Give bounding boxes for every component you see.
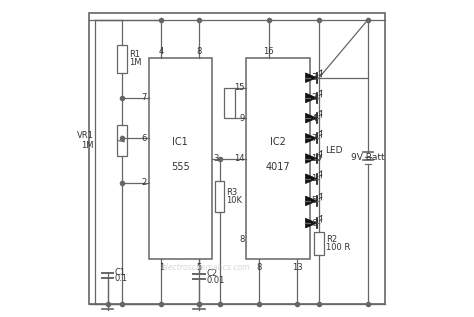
Text: 3: 3 bbox=[213, 154, 219, 163]
Text: R3: R3 bbox=[227, 188, 238, 197]
Text: 8: 8 bbox=[256, 263, 262, 272]
Text: 14: 14 bbox=[234, 154, 245, 163]
Text: 10: 10 bbox=[311, 154, 322, 163]
Bar bbox=[215, 181, 224, 212]
Text: 5: 5 bbox=[311, 197, 317, 205]
Text: 9: 9 bbox=[240, 113, 245, 123]
Text: 1M: 1M bbox=[81, 140, 93, 150]
Text: 9V Batt: 9V Batt bbox=[351, 153, 384, 162]
Text: 2: 2 bbox=[311, 94, 317, 102]
Polygon shape bbox=[305, 174, 317, 184]
Text: 4017: 4017 bbox=[266, 162, 291, 171]
Text: 1: 1 bbox=[159, 263, 164, 272]
Text: IC1: IC1 bbox=[173, 137, 188, 147]
Text: 0.1: 0.1 bbox=[115, 274, 128, 283]
Text: IC2: IC2 bbox=[270, 137, 286, 147]
Text: C2: C2 bbox=[206, 269, 217, 278]
Polygon shape bbox=[305, 218, 317, 228]
Text: 13: 13 bbox=[292, 263, 302, 272]
Text: C1: C1 bbox=[115, 268, 126, 277]
Text: 100 R: 100 R bbox=[326, 243, 350, 252]
Text: 3: 3 bbox=[311, 73, 317, 82]
Bar bbox=[224, 88, 235, 118]
Polygon shape bbox=[305, 93, 317, 103]
Text: 5: 5 bbox=[197, 263, 202, 272]
Text: 0.01: 0.01 bbox=[206, 275, 225, 285]
Polygon shape bbox=[305, 154, 317, 163]
Text: 7: 7 bbox=[311, 134, 317, 143]
Text: 15: 15 bbox=[234, 83, 245, 92]
Bar bbox=[117, 45, 127, 73]
Bar bbox=[246, 57, 310, 260]
Text: R2: R2 bbox=[326, 235, 337, 244]
Text: 6: 6 bbox=[311, 219, 317, 228]
Polygon shape bbox=[305, 196, 317, 206]
Text: 16: 16 bbox=[263, 47, 274, 56]
Polygon shape bbox=[305, 73, 317, 82]
Text: 8: 8 bbox=[239, 235, 245, 244]
Text: 2: 2 bbox=[142, 178, 147, 187]
Text: 7: 7 bbox=[142, 94, 147, 102]
Text: 6: 6 bbox=[142, 134, 147, 143]
Text: 1M: 1M bbox=[129, 58, 141, 67]
Bar bbox=[117, 125, 127, 156]
Bar bbox=[314, 232, 324, 256]
Polygon shape bbox=[305, 113, 317, 123]
Polygon shape bbox=[305, 133, 317, 143]
Text: 555: 555 bbox=[171, 162, 190, 171]
Text: electroschematics.com: electroschematics.com bbox=[161, 263, 250, 272]
Text: LED: LED bbox=[325, 146, 342, 155]
Text: R1: R1 bbox=[129, 50, 140, 60]
Bar bbox=[149, 57, 212, 260]
Text: 8: 8 bbox=[196, 47, 202, 56]
Text: VR1: VR1 bbox=[76, 131, 93, 140]
Text: 4: 4 bbox=[159, 47, 164, 56]
Text: 1: 1 bbox=[311, 174, 317, 183]
Text: 10K: 10K bbox=[227, 196, 243, 205]
Text: 4: 4 bbox=[311, 113, 317, 123]
